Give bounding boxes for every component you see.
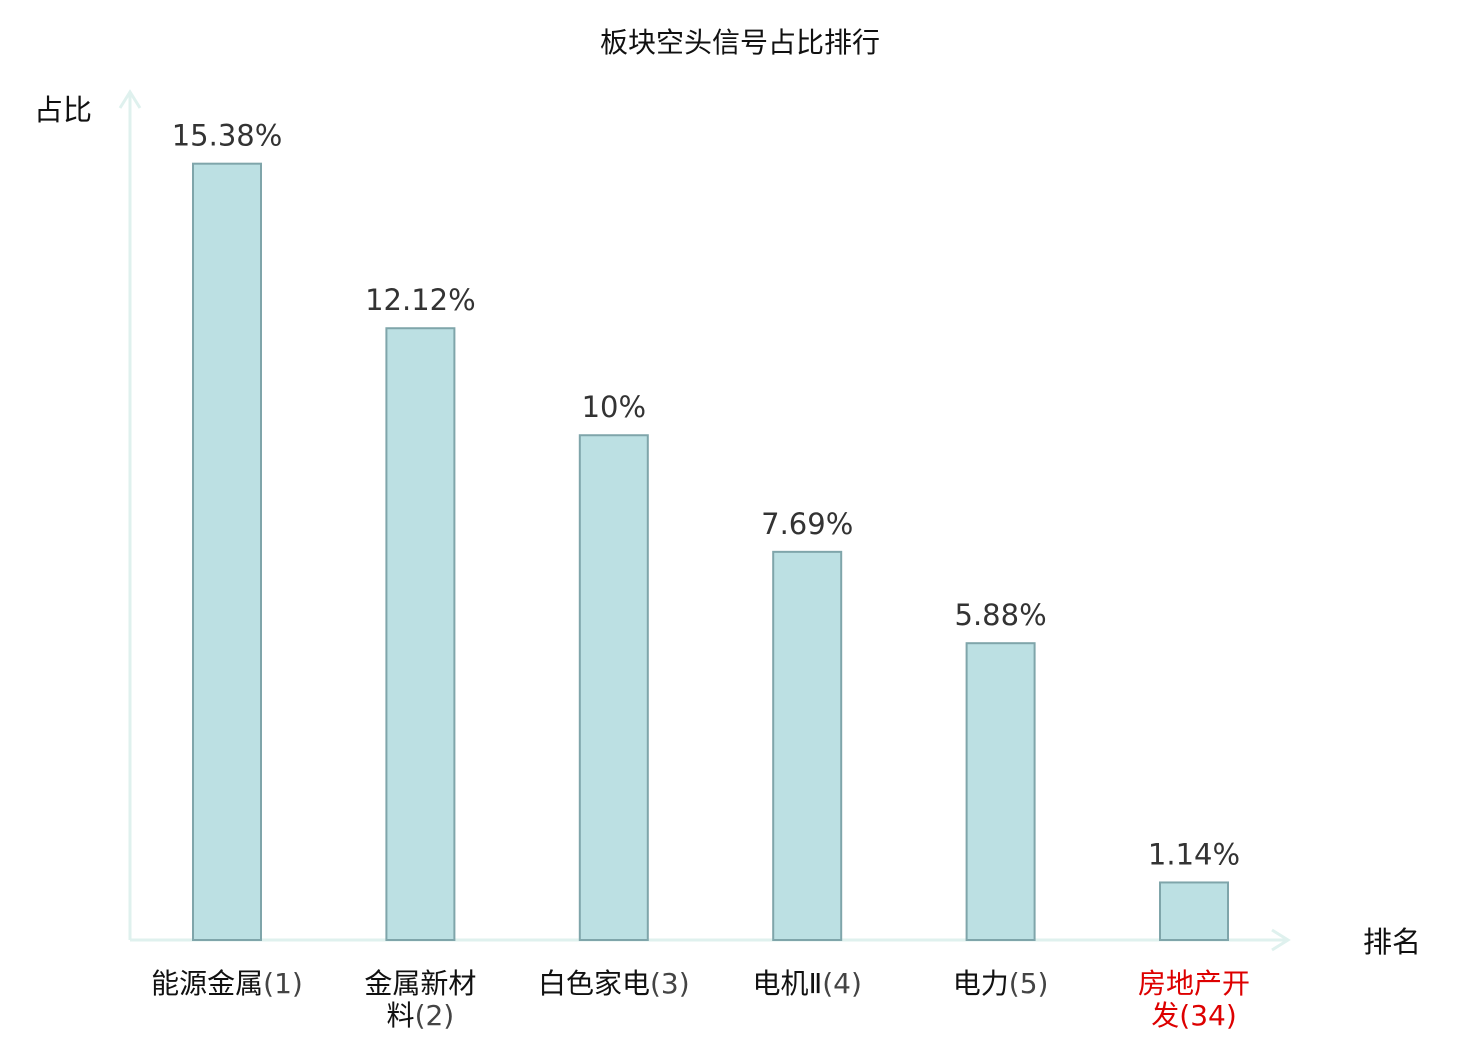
x-tick-label-rank: (3) [650,967,690,1000]
x-tick-label: 电力(5) [953,967,1049,1000]
x-axis-label: 排名 [1363,925,1421,959]
bar [772,550,843,941]
x-tick-label: 金属新材 [364,967,476,1000]
bar [385,327,456,941]
x-tick-label-name: 发 [1151,999,1179,1032]
x-tick-label-name: 料 [387,999,415,1032]
bar [1159,881,1229,942]
chart-title: 板块空头信号占比排行 [600,26,880,59]
x-tick-label: 房地产开 [1138,967,1250,1000]
bar-value-label: 10% [582,390,646,424]
bar [192,162,262,941]
value-label-group: 15.38% 12.12% 10% 7.69% 5.88% 1.14% [172,119,1240,872]
bar-value-label: 1.14% [1148,837,1240,871]
x-tick-label: 电机Ⅱ(4) [752,967,861,1000]
x-tick-label-rank: (2) [415,999,455,1032]
x-tick-label: 料(2) [387,999,455,1032]
x-tick-label-rank: (1) [263,967,303,1000]
x-tick-label: 能源金属(1) [151,967,303,1000]
bar [578,434,649,941]
x-tick-label: 白色家电(3) [538,967,690,1000]
x-tick-label-name: 房地产开 [1138,967,1250,1000]
x-tick-label-rank: (34) [1179,999,1236,1032]
bar-value-label: 15.38% [172,119,283,153]
bar-value-label: 12.12% [365,283,476,317]
x-tick-label-name: 能源金属 [151,967,263,1000]
x-tick-label: 发(34) [1151,999,1237,1032]
bar-value-label: 7.69% [761,507,853,541]
y-axis-arrow [118,89,142,109]
bar-value-label: 5.88% [955,598,1047,632]
x-tick-label-name: 电力 [953,967,1009,1000]
x-tick-label-name: 金属新材 [364,967,476,1000]
x-tick-label-name: 白色家电 [538,967,650,1000]
x-axis-arrow [1271,928,1291,952]
bar-group [192,162,1229,942]
y-axis-label: 占比 [34,93,92,127]
x-tick-label-rank: (4) [822,967,862,1000]
x-tick-label-name: 电机Ⅱ [752,967,822,1000]
x-tick-label-rank: (5) [1009,967,1049,1000]
bar [965,642,1036,941]
